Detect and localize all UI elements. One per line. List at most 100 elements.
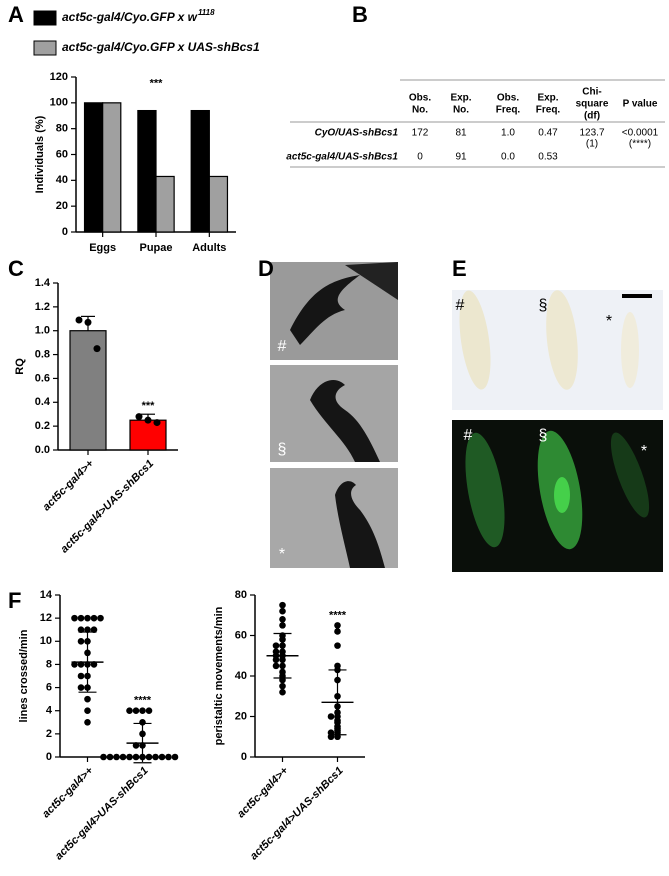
data-point <box>84 318 92 326</box>
larva <box>621 312 639 388</box>
data-point <box>90 626 98 634</box>
panel-label: E <box>452 256 467 281</box>
data-point <box>272 642 280 649</box>
y-axis-label: peristaltic movements/min <box>213 606 225 745</box>
data-point <box>84 718 91 726</box>
data-point <box>71 614 78 622</box>
y-tick-label: 120 <box>50 71 68 83</box>
panel-label: B <box>352 2 368 27</box>
y-tick-label: 4 <box>46 705 53 717</box>
image-marker: * <box>641 443 647 460</box>
legend-swatch <box>33 40 57 56</box>
y-axis-label: lines crossed/min <box>18 629 30 722</box>
bar <box>208 175 229 233</box>
significance: *** <box>142 400 156 412</box>
data-point <box>153 419 161 427</box>
panel-d-images <box>270 262 398 568</box>
data-point <box>132 707 140 715</box>
y-tick-label: 40 <box>235 670 247 682</box>
mouth-hook <box>290 275 360 345</box>
image-marker: § <box>539 297 548 314</box>
row-label: act5c-gal4/UAS-shBcs1 <box>286 152 398 163</box>
table-header: Obs. <box>497 93 519 104</box>
gfp-signal <box>554 477 570 513</box>
x-tick-label: Adults <box>192 242 226 254</box>
y-axis-label: RQ <box>14 358 26 375</box>
bar <box>83 102 104 233</box>
significance: *** <box>150 77 164 89</box>
data-point <box>279 601 286 609</box>
significance: **** <box>134 695 152 707</box>
y-tick-label: 8 <box>46 658 52 670</box>
y-tick-label: 10 <box>40 635 52 647</box>
table-header: P value <box>623 99 658 110</box>
data-point <box>145 753 153 761</box>
image-marker: # <box>278 338 287 355</box>
y-tick-label: 0.4 <box>35 396 51 408</box>
legend-label: act5c-gal4/Cyo.GFP x w <box>62 10 198 24</box>
row-label: CyO/UAS-shBcs1 <box>315 128 399 139</box>
image-marker: # <box>456 297 465 314</box>
data-point <box>119 753 127 761</box>
y-tick-label: 80 <box>56 123 68 135</box>
data-point <box>77 614 85 622</box>
image-marker: * <box>606 313 612 330</box>
y-tick-label: 1.2 <box>35 301 50 313</box>
bar <box>137 109 157 233</box>
data-point <box>152 753 159 761</box>
bar <box>69 330 107 451</box>
table-cell: (1) <box>586 139 598 150</box>
y-tick-label: 0 <box>46 751 52 763</box>
data-point <box>106 753 114 761</box>
panel-e-images <box>452 290 663 572</box>
data-point <box>77 672 85 680</box>
data-point <box>272 662 280 670</box>
y-tick-label: 14 <box>40 589 53 601</box>
y-tick-label: 20 <box>56 200 68 212</box>
image-marker: § <box>278 441 287 458</box>
data-point <box>334 622 341 629</box>
table-cell: 172 <box>412 128 429 139</box>
table-header: (df) <box>584 111 600 122</box>
y-axis-label: Individuals (%) <box>34 115 46 193</box>
y-tick-label: 80 <box>235 589 247 601</box>
data-point <box>171 753 179 761</box>
data-point <box>144 416 152 424</box>
data-point <box>145 707 153 715</box>
y-tick-label: 0 <box>241 751 247 763</box>
bar <box>155 175 175 233</box>
table-header: Freq. <box>496 105 521 116</box>
panel-label: C <box>8 256 24 281</box>
y-tick-label: 20 <box>235 710 247 722</box>
y-tick-label: 1.0 <box>35 325 50 337</box>
y-tick-label: 0 <box>62 226 68 238</box>
data-point <box>84 695 91 703</box>
table-cell: 0.0 <box>501 152 515 163</box>
data-point <box>279 688 286 696</box>
data-point <box>97 614 104 622</box>
mouth-hook <box>335 481 385 568</box>
data-point <box>84 626 91 634</box>
data-point <box>100 753 107 761</box>
table-cell: 0.47 <box>538 128 558 139</box>
data-point <box>126 753 133 761</box>
data-point <box>90 614 98 622</box>
image-marker: # <box>464 427 473 444</box>
legend-label: act5c-gal4/Cyo.GFP x UAS-shBcs1 <box>62 40 260 54</box>
y-tick-label: 60 <box>56 148 68 160</box>
data-point <box>139 707 146 715</box>
data-point <box>279 607 286 615</box>
table-cell: <0.0001 <box>622 128 659 139</box>
table-header: Exp. <box>537 93 558 104</box>
table-header: Exp. <box>450 93 471 104</box>
data-point <box>135 413 143 421</box>
image-marker: * <box>279 546 285 563</box>
table-header: Obs. <box>409 93 431 104</box>
legend-swatch <box>33 10 57 26</box>
x-tick-label: act5c-gal4>UAS-shBcs1 <box>53 765 151 863</box>
table-header: Freq. <box>536 105 561 116</box>
table-header: No. <box>412 105 428 116</box>
table-cell: 91 <box>455 152 467 163</box>
y-tick-label: 0.2 <box>35 420 50 432</box>
